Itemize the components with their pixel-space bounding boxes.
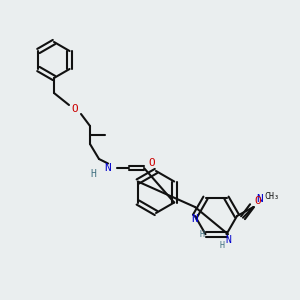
Text: CH₃: CH₃ bbox=[264, 192, 279, 201]
Text: H: H bbox=[220, 241, 224, 250]
Text: H: H bbox=[200, 230, 205, 239]
Text: N: N bbox=[225, 235, 231, 245]
Text: N: N bbox=[192, 214, 198, 224]
Text: N: N bbox=[256, 194, 263, 205]
Text: O: O bbox=[255, 196, 261, 206]
Text: O: O bbox=[148, 158, 155, 169]
Text: H: H bbox=[90, 169, 96, 179]
Text: N: N bbox=[105, 163, 111, 173]
Text: O: O bbox=[72, 104, 78, 115]
